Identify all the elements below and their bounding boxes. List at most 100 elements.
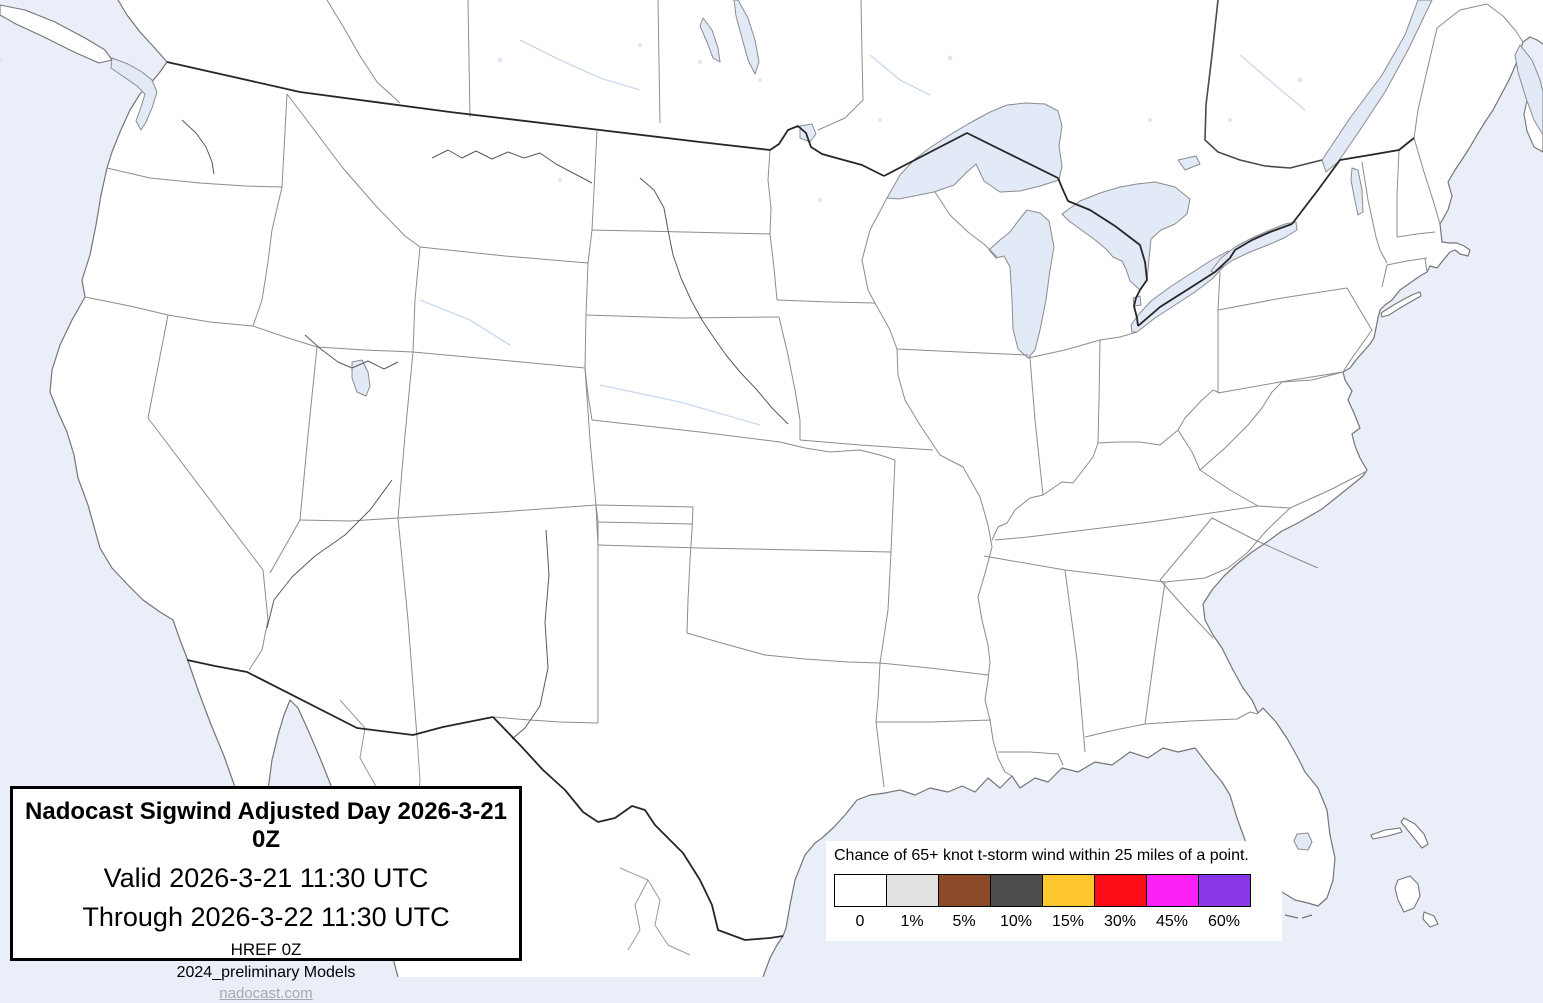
legend-swatch-row [834, 874, 1278, 907]
legend-swatch-0 [834, 874, 887, 907]
border-ca-nv-az [147, 314, 269, 671]
border-ga-sc [1159, 579, 1214, 639]
lake-champlain [1350, 167, 1364, 216]
us-canada-border-west [166, 61, 771, 151]
border-red-river [686, 632, 881, 664]
major-rivers [181, 119, 789, 740]
lake-huron [1061, 181, 1191, 291]
lakes [110, 0, 1543, 851]
border-ct-ri [1424, 257, 1428, 273]
border-mb-on [817, 0, 864, 131]
ottawa-river-on-qc [1204, 0, 1323, 169]
border-pa-md [1217, 371, 1344, 394]
title-box: Nadocast Sigwind Adjusted Day 2026-3-21 … [10, 786, 522, 1002]
border-nc-sc [1159, 517, 1319, 581]
lake-manitoba [699, 17, 721, 63]
border-vt-nh [1396, 149, 1400, 237]
snake-river [304, 334, 399, 370]
border-ny-nj [1346, 287, 1373, 331]
border-sd-ne [585, 314, 780, 319]
border-ks-ok [597, 544, 892, 553]
border-ky-tn [994, 505, 1291, 541]
border-sk-mb [657, 0, 661, 124]
border-va-nc [1289, 470, 1368, 509]
great-salt-lake [351, 359, 371, 397]
lake-michigan [988, 209, 1055, 359]
legend-label-15%: 15% [1051, 913, 1085, 930]
lake-nipissing [1177, 155, 1201, 171]
border-mn-wi [861, 197, 888, 304]
border-ok-panhandle-top [595, 504, 694, 508]
mexico-state-borders [339, 699, 691, 956]
legend-label-60%: 60% [1207, 913, 1241, 930]
border-al-ms [1064, 569, 1086, 753]
minor-rivers [419, 39, 1306, 426]
border-ny-pa [1217, 287, 1348, 311]
border-wa-or [106, 167, 283, 188]
border-id-ut [316, 346, 414, 353]
border-co-nm [397, 504, 597, 519]
legend-swatch-1% [886, 874, 939, 907]
border-tx-panhandle-east [686, 506, 694, 634]
border-nm-tx-south [492, 716, 599, 724]
lake-okeechobee [1293, 832, 1313, 851]
grand-bahama-island [1370, 827, 1403, 840]
border-ga-al [1144, 581, 1166, 725]
border-ky-wv [1177, 429, 1201, 471]
legend-label-30%: 30% [1103, 913, 1137, 930]
border-mn-ia [776, 299, 876, 304]
map-title: Nadocast Sigwind Adjusted Day 2026-3-21 … [25, 798, 507, 853]
legend-caption: Chance of 65+ knot t-storm wind within 2… [834, 847, 1249, 864]
border-wv-va [1199, 381, 1283, 471]
border-ohio-river [991, 389, 1221, 541]
border-ia-mo [799, 439, 934, 451]
legend-swatch-60% [1198, 874, 1251, 907]
border-ne-ks [591, 419, 896, 461]
us-canada-border-superior [883, 132, 1059, 179]
islands [0, 4, 1543, 928]
border-mi-in [1027, 339, 1101, 359]
border-potomac [1281, 371, 1344, 383]
missouri-river-mt [431, 149, 593, 184]
border-il-in [1029, 357, 1044, 496]
nadocast-link[interactable]: nadocast.com [219, 985, 313, 1002]
model-run: HREF 0Z [230, 940, 302, 959]
border-mo-ar [879, 662, 989, 676]
st-lawrence-river [1321, 0, 1433, 173]
lake-ontario [1210, 221, 1298, 274]
border-tx-la [875, 721, 885, 788]
border-ma-ct-ri [1386, 257, 1428, 266]
border-pa-nj [1342, 329, 1373, 373]
legend-label-row: 0 1% 5% 10% 15% 30% 45% 60% [834, 913, 1278, 931]
lake-of-the-woods [799, 123, 817, 143]
probability-legend: Chance of 65+ knot t-storm wind within 2… [826, 841, 1282, 941]
border-ut-az [299, 517, 399, 522]
border-co-east [584, 367, 597, 506]
columbia-river [181, 119, 215, 175]
border-wy-south [412, 351, 586, 369]
us-canada-border-st-lawrence [1291, 137, 1415, 225]
us-mexico-border-west [186, 659, 494, 736]
legend-swatch-10% [990, 874, 1043, 907]
national-borders [166, 61, 1415, 941]
legend-swatch-5% [938, 874, 991, 907]
border-bc-ab [326, 0, 401, 104]
missouri-river-dakotas [639, 177, 789, 425]
border-ab-sk [467, 0, 471, 118]
border-wi-il [896, 348, 1029, 356]
state-borders [84, 3, 1524, 788]
border-nv-az [269, 519, 301, 574]
border-az-nm [397, 517, 418, 738]
small-lakes-speckles [0, 43, 1303, 202]
bahama-cay [1422, 911, 1439, 928]
border-ne-west [584, 367, 593, 421]
lake-superior [886, 102, 1063, 200]
border-ny-vt [1361, 161, 1388, 264]
long-island [1380, 291, 1422, 318]
us-canada-border-mn [769, 125, 885, 177]
us-canada-border-erie-ontario [1137, 223, 1293, 327]
puget-sound [110, 57, 158, 131]
legend-label-1%: 1% [900, 913, 924, 930]
border-tn-nc [1164, 507, 1291, 583]
